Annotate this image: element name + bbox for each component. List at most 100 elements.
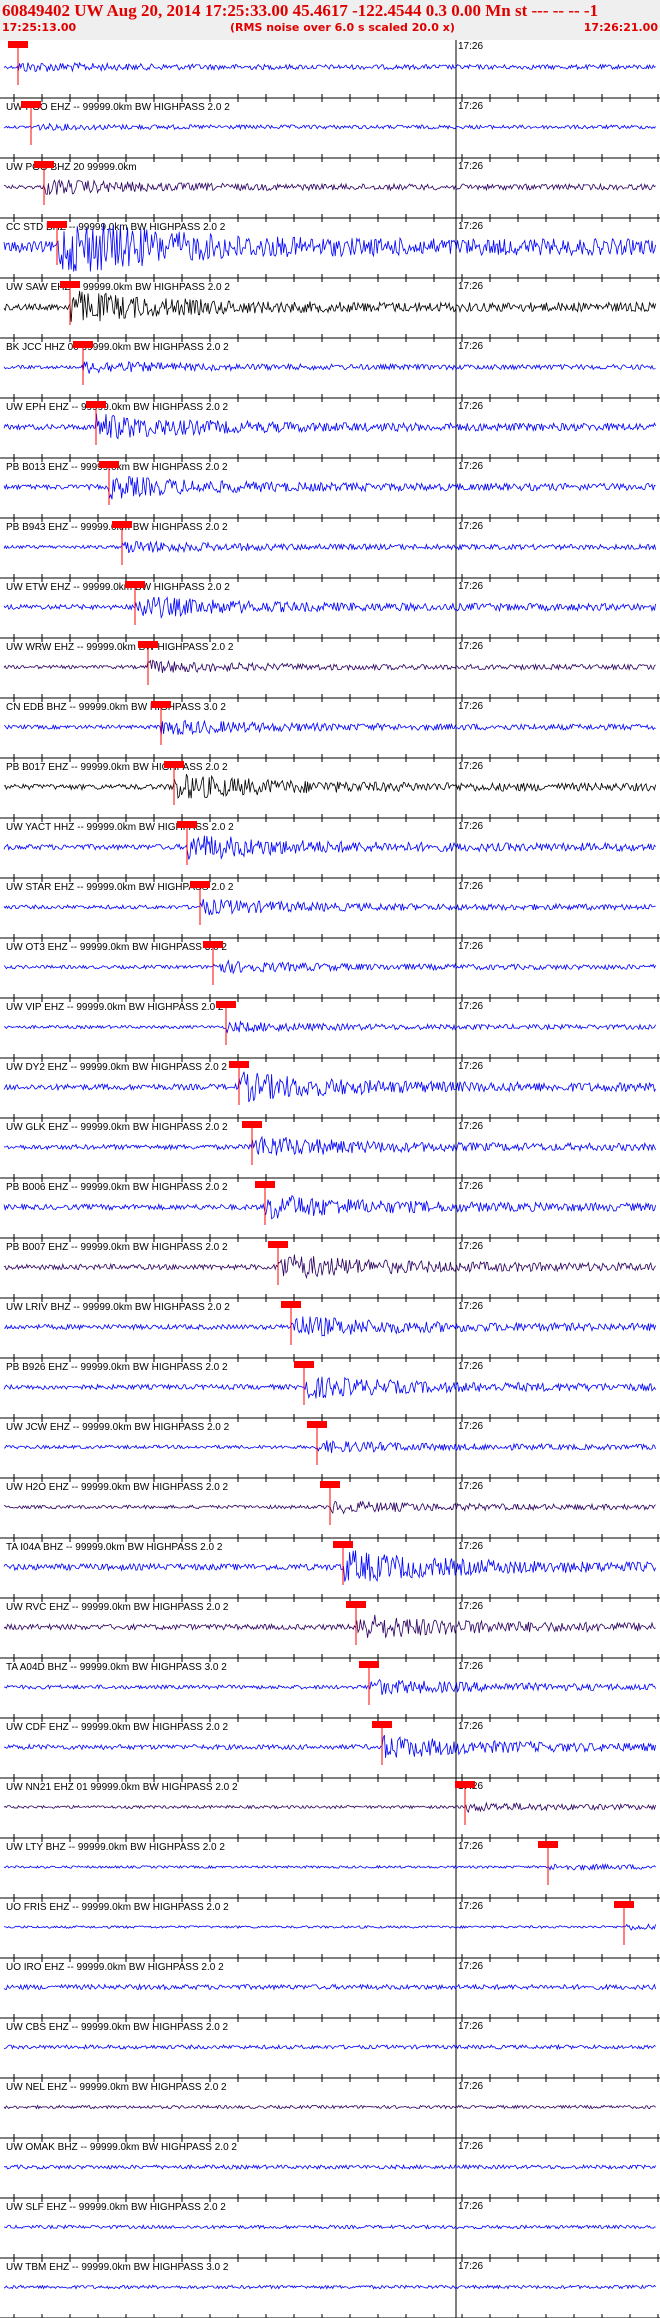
waveform-trace xyxy=(3,223,656,272)
channel-label: UW CBS EHZ -- 99999.0km BW HIGHPASS 2.0 … xyxy=(6,2022,229,2033)
time-ticks xyxy=(13,634,659,642)
time-ticks xyxy=(13,1774,659,1782)
waveform-trace xyxy=(3,2043,656,2051)
channel-label: UW OT3 EHZ -- 99999.0km BW HIGHPASS 3.0 … xyxy=(6,942,227,953)
time-ticks xyxy=(13,1954,659,1962)
channel-label: UW EPH EHZ -- 99999.0km BW HIGHPASS 2.0 … xyxy=(6,402,229,413)
channel-label: UW NEL EHZ -- 99999.0km BW HIGHPASS 2.0 … xyxy=(6,2082,227,2093)
time-ticks xyxy=(13,1534,659,1542)
channel-label: UW PGO EHZ -- 99999.0km BW HIGHPASS 2.0 … xyxy=(6,102,230,113)
minute-label: 17:26 xyxy=(458,2201,483,2212)
minute-label: 17:26 xyxy=(458,821,483,832)
channel-label: UW RVC EHZ -- 99999.0km BW HIGHPASS 2.0 … xyxy=(6,1602,229,1613)
time-ticks xyxy=(13,814,659,822)
minute-label: 17:26 xyxy=(458,1721,483,1732)
time-ticks xyxy=(13,1594,659,1602)
time-ticks xyxy=(13,1114,659,1122)
minute-label: 17:26 xyxy=(458,1541,483,1552)
minute-label: 17:26 xyxy=(458,161,483,172)
time-ticks xyxy=(13,454,659,462)
waveform-trace xyxy=(3,659,656,674)
channel-label: UW TBM EHZ -- 99999.0km BW HIGHPASS 3.0 … xyxy=(6,2262,229,2273)
minute-label: 17:26 xyxy=(458,41,483,52)
minute-label: 17:26 xyxy=(458,1241,483,1252)
minute-label: 17:26 xyxy=(458,2021,483,2032)
channel-label: UW WRW EHZ -- 99999.0km BW HIGHPASS 2.0 … xyxy=(6,642,234,653)
minute-label: 17:26 xyxy=(458,1421,483,1432)
channel-label: UO FRIS EHZ -- 99999.0km BW HIGHPASS 2.0… xyxy=(6,1902,229,1913)
time-ticks xyxy=(13,94,659,102)
minute-label: 17:26 xyxy=(458,2261,483,2272)
minute-label: 17:26 xyxy=(458,341,483,352)
time-ticks xyxy=(13,274,659,282)
channel-label: TA I04A BHZ -- 99999.0km BW HIGHPASS 2.0… xyxy=(6,1542,223,1553)
time-ticks xyxy=(13,2254,659,2262)
minute-label: 17:26 xyxy=(458,1121,483,1132)
waveform-trace xyxy=(3,290,656,322)
minute-label: 17:26 xyxy=(458,1901,483,1912)
waveform-trace xyxy=(3,1135,656,1156)
channel-label: UW SLF EHZ -- 99999.0km BW HIGHPASS 2.0 … xyxy=(6,2202,226,2213)
waveform-trace xyxy=(3,1923,656,1931)
start-time-label: 17:25:13.00 xyxy=(2,21,77,34)
waveform-trace xyxy=(3,2284,656,2290)
time-ticks xyxy=(13,694,659,702)
time-ticks xyxy=(13,1234,659,1242)
time-ticks xyxy=(13,934,659,942)
channel-label: UW STAR EHZ -- 99999.0km BW HIGHPASS 2.0… xyxy=(6,882,234,893)
channel-label: PB B926 EHZ -- 99999.0km BW HIGHPASS 2.0… xyxy=(6,1362,228,1373)
waveform-trace xyxy=(3,596,656,619)
waveform-trace xyxy=(3,1862,656,1871)
time-ticks xyxy=(13,214,659,222)
minute-label: 17:26 xyxy=(458,761,483,772)
minute-label: 17:26 xyxy=(458,2141,483,2152)
channel-label: BK JCC HHZ 00 99999.0km BW HIGHPASS 2.0 … xyxy=(6,342,229,353)
event-title: 60849402 UW Aug 20, 2014 17:25:33.00 45.… xyxy=(2,1,599,20)
end-time-label: 17:26:21.00 xyxy=(583,21,658,34)
waveform-trace xyxy=(3,361,656,374)
waveform-trace xyxy=(3,959,656,975)
minute-label: 17:26 xyxy=(458,221,483,232)
time-ticks xyxy=(13,514,659,522)
minute-label: 17:26 xyxy=(458,1841,483,1852)
waveform-trace xyxy=(3,1316,656,1337)
time-ticks xyxy=(13,1174,659,1182)
time-ticks xyxy=(13,994,659,1002)
channel-label: UW DY2 EHZ -- 99999.0km BW HIGHPASS 2.0 … xyxy=(6,1062,227,1073)
waveform-trace xyxy=(3,178,656,196)
waveform-trace xyxy=(3,476,656,500)
channel-label: UW ETW EHZ -- 99999.0km BW HIGHPASS 2.0 … xyxy=(6,582,230,593)
waveform-trace xyxy=(3,1983,656,1991)
waveform-trace xyxy=(3,719,656,736)
time-ticks xyxy=(13,154,659,162)
waveform-trace xyxy=(3,1735,656,1758)
waveform-trace xyxy=(4,1678,656,1696)
time-ticks xyxy=(13,1834,659,1842)
time-ticks xyxy=(13,1894,659,1902)
time-ticks xyxy=(13,2014,659,2022)
minute-label: 17:26 xyxy=(458,881,483,892)
channel-label: UO IRO EHZ -- 99999.0km BW HIGHPASS 2.0 … xyxy=(6,1962,224,1973)
channel-label: TA A04D BHZ -- 99999.0km BW HIGHPASS 3.0… xyxy=(6,1662,227,1673)
time-ticks xyxy=(13,2074,659,2082)
time-ticks xyxy=(13,2134,659,2142)
waveform-trace xyxy=(3,1801,656,1814)
time-ticks xyxy=(13,754,659,762)
waveform-trace xyxy=(3,1254,656,1280)
waveform-trace xyxy=(3,899,656,916)
waveform-trace xyxy=(3,2164,656,2170)
waveform-trace xyxy=(3,2104,656,2110)
minute-label: 17:26 xyxy=(458,1601,483,1612)
minute-label: 17:26 xyxy=(458,281,483,292)
seismogram-plot: 17:26 UW PGO EHZ -- 99999.0km BW HIGHPASS… xyxy=(0,40,660,2318)
minute-label: 17:26 xyxy=(458,1361,483,1372)
minute-label: 17:26 xyxy=(458,401,483,412)
channel-label: PB B007 EHZ -- 99999.0km BW HIGHPASS 2.0… xyxy=(6,1242,228,1253)
channel-label: UW VIP EHZ -- 99999.0km BW HIGHPASS 2.0 … xyxy=(6,1002,224,1013)
plot-header: 60849402 UW Aug 20, 2014 17:25:33.00 45.… xyxy=(0,0,660,40)
channel-label: UW CDF EHZ -- 99999.0km BW HIGHPASS 2.0 … xyxy=(6,1722,229,1733)
minute-label: 17:26 xyxy=(458,1961,483,1972)
channel-label: PB B006 EHZ -- 99999.0km BW HIGHPASS 2.0… xyxy=(6,1182,228,1193)
minute-label: 17:26 xyxy=(458,101,483,112)
waveform-trace xyxy=(3,774,656,800)
